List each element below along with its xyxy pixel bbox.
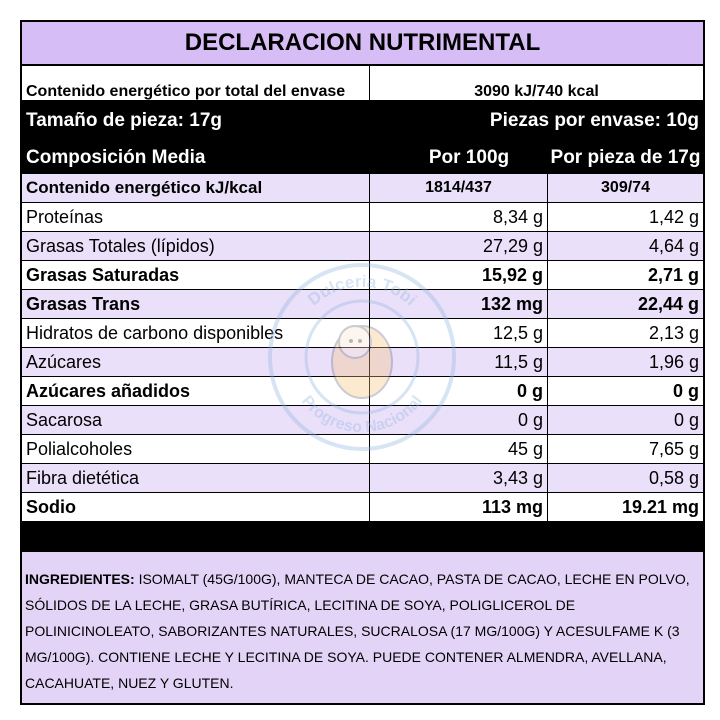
nutrient-per100: 45 g: [370, 435, 548, 463]
composition-header: Composición Media: [26, 147, 206, 168]
nutrient-perpiece: 0 g: [672, 380, 699, 401]
table-row: Grasas Saturadas 15,92 g 2,71 g: [22, 261, 703, 290]
table-row: Proteínas 8,34 g 1,42 g: [22, 203, 703, 232]
nutrient-perpiece: 1,42 g: [648, 206, 699, 227]
ingredients-box: INGREDIENTES: ISOMALT (45G/100G), MANTEC…: [22, 550, 703, 703]
nutrient-per100: 1814/437: [370, 174, 548, 202]
serving-row: Tamaño de pieza: 17g Piezas por envase: …: [22, 100, 703, 142]
nutrient-name: Sodio: [22, 493, 370, 521]
perpiece-header: Por pieza de 17g: [550, 147, 701, 168]
table-row: Contenido energético kJ/kcal 1814/437 30…: [22, 174, 703, 203]
nutrient-per100: 11,5 g: [370, 348, 548, 376]
serving-size: Tamaño de pieza: 17g: [26, 110, 223, 131]
nutrition-facts-panel: DECLARACION NUTRIMENTAL Contenido energé…: [20, 20, 705, 705]
nutrient-perpiece: 309/74: [601, 179, 650, 196]
nutrient-name: Grasas Saturadas: [22, 261, 370, 289]
nutrient-per100: 15,92 g: [370, 261, 548, 289]
nutrient-per100: 27,29 g: [370, 232, 548, 260]
energy-total-label: Contenido energético por total del envas…: [22, 66, 370, 117]
nutrient-per100: 3,43 g: [370, 464, 548, 492]
nutrient-perpiece: 4,64 g: [648, 235, 699, 256]
nutrient-name: Grasas Totales (lípidos): [22, 232, 370, 260]
ingredients-text: ISOMALT (45G/100G), MANTECA DE CACAO, PA…: [25, 571, 690, 691]
nutrient-perpiece: 19.21 mg: [621, 496, 699, 517]
table-row: Fibra dietética 3,43 g 0,58 g: [22, 464, 703, 493]
nutrient-per100: 113 mg: [370, 493, 548, 521]
nutrient-per100: 132 mg: [370, 290, 548, 318]
nutrient-per100: 0 g: [370, 377, 548, 405]
nutrient-name: Azúcares: [22, 348, 370, 376]
nutrient-perpiece: 2,71 g: [647, 264, 699, 285]
separator-bar: [22, 522, 703, 550]
nutrient-perpiece: 0 g: [673, 409, 699, 430]
column-header-row: Composición Media Por 100g Por pieza de …: [22, 142, 703, 174]
nutrient-perpiece: 2,13 g: [648, 322, 699, 343]
nutrient-name: Azúcares añadidos: [22, 377, 370, 405]
nutrient-name: Polialcoholes: [22, 435, 370, 463]
pieces-per-package: Piezas por envase: 10g: [489, 110, 699, 131]
per100-header: Por 100g: [428, 147, 510, 168]
nutrient-name: Grasas Trans: [22, 290, 370, 318]
table-row: Polialcoholes 45 g 7,65 g: [22, 435, 703, 464]
nutrient-perpiece: 1,96 g: [648, 351, 699, 372]
nutrient-perpiece: 0,58 g: [648, 467, 699, 488]
nutrient-perpiece: 22,44 g: [637, 293, 699, 314]
panel-title: DECLARACION NUTRIMENTAL: [22, 22, 703, 66]
table-row: Sodio 113 mg 19.21 mg: [22, 493, 703, 522]
nutrient-per100: 0 g: [370, 406, 548, 434]
table-row: Hidratos de carbono disponibles 12,5 g 2…: [22, 319, 703, 348]
nutrient-per100: 8,34 g: [370, 203, 548, 231]
nutrient-name: Fibra dietética: [22, 464, 370, 492]
nutrient-perpiece: 7,65 g: [648, 438, 699, 459]
table-row: Sacarosa 0 g 0 g: [22, 406, 703, 435]
ingredients-heading: INGREDIENTES:: [25, 571, 135, 587]
table-row: Azúcares 11,5 g 1,96 g: [22, 348, 703, 377]
nutrient-name: Contenido energético kJ/kcal: [22, 174, 370, 202]
nutrient-per100: 12,5 g: [370, 319, 548, 347]
energy-total-value: 3090 kJ/740 kcal: [474, 82, 599, 100]
table-row: Grasas Trans 132 mg 22,44 g: [22, 290, 703, 319]
nutrient-name: Proteínas: [22, 203, 370, 231]
nutrient-name: Sacarosa: [22, 406, 370, 434]
nutrient-name: Hidratos de carbono disponibles: [22, 319, 370, 347]
table-row: Azúcares añadidos 0 g 0 g: [22, 377, 703, 406]
table-row: Grasas Totales (lípidos) 27,29 g 4,64 g: [22, 232, 703, 261]
